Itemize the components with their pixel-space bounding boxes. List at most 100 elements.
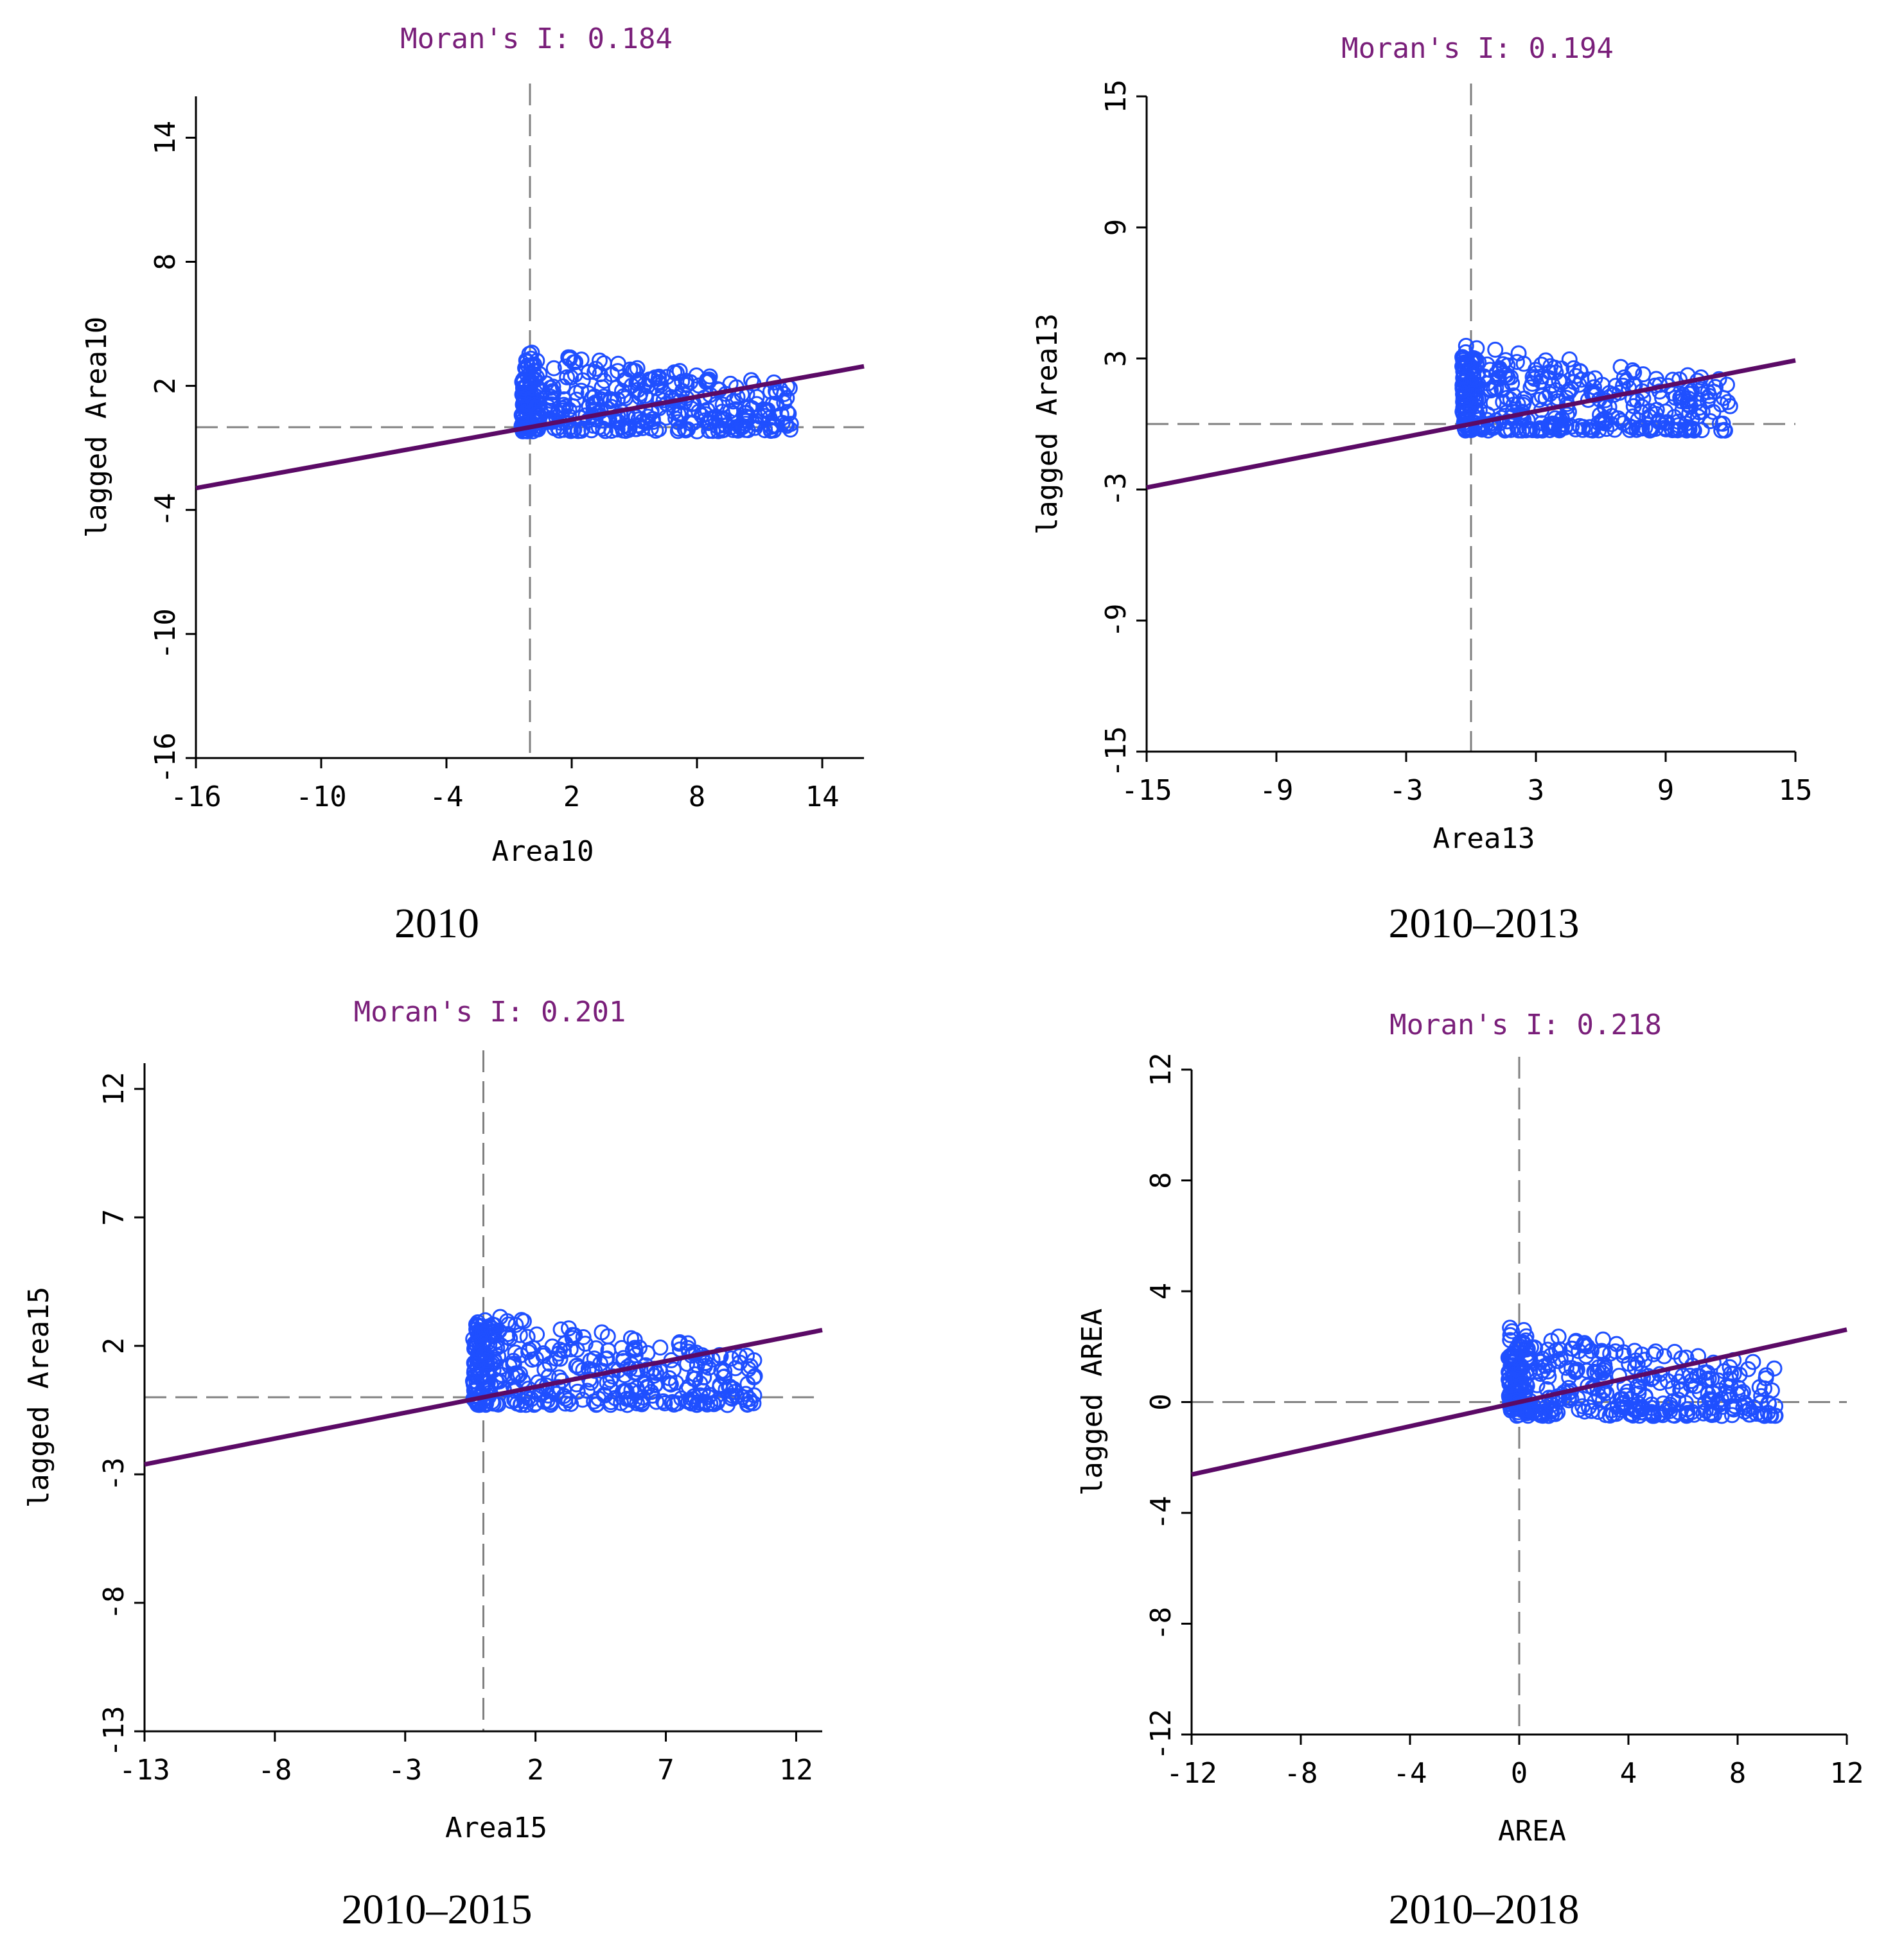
y-tick-label: 3 [1100, 350, 1133, 367]
scatter-point [511, 1327, 528, 1343]
scatter-point [499, 1329, 516, 1346]
scatter-point [736, 412, 752, 428]
y-tick-label: 4 [1145, 1283, 1177, 1300]
y-axis-label: lagged AREA [1076, 1309, 1109, 1496]
scatter-point [698, 1349, 714, 1366]
scatter-point [700, 1359, 717, 1376]
scatter-point [1680, 390, 1697, 407]
scatter-point [1598, 1407, 1614, 1424]
scatter-point [1593, 1343, 1610, 1359]
chart-title: Moran's I: 0.194 [1341, 32, 1614, 65]
scatter-point [767, 417, 784, 434]
scatter-point [1561, 351, 1578, 368]
scatter-point [707, 396, 724, 413]
regression-line [1146, 358, 1796, 490]
scatter-point [1633, 404, 1650, 421]
x-tick-label: 12 [779, 1754, 813, 1787]
scatter-point [737, 405, 754, 421]
x-tick-label: -3 [388, 1754, 422, 1787]
scatter-point [1733, 1386, 1750, 1402]
scatter-point [588, 360, 604, 377]
caption-2010-2013: 2010–2013 [1388, 900, 1580, 947]
scatter-point [627, 362, 644, 379]
x-tick-label: -15 [1121, 774, 1172, 807]
scatter-point [575, 1329, 592, 1345]
scatter-point [515, 387, 532, 404]
scatter-point [1645, 1346, 1662, 1363]
scatter-point [1648, 1343, 1664, 1360]
scatter-point [1561, 1369, 1578, 1386]
scatter-point [639, 1379, 655, 1395]
scatter-point [725, 421, 741, 438]
x-tick-label: 8 [1729, 1757, 1747, 1790]
scatter-point [1596, 1362, 1612, 1379]
scatter-point [613, 1339, 630, 1356]
scatter-point [1682, 1368, 1698, 1384]
scatter-point [1679, 422, 1695, 439]
scatter-point [552, 1350, 568, 1367]
x-axis-label: Area10 [492, 835, 594, 868]
scatter-point [1679, 396, 1696, 412]
scatter-point [1661, 1399, 1678, 1416]
scatter-point [1713, 1408, 1730, 1424]
scatter-point [712, 420, 729, 437]
scatter-point [1510, 1370, 1526, 1387]
scatter-point [515, 396, 531, 413]
scatter-point [1616, 369, 1632, 386]
scatter-point [1497, 421, 1513, 437]
scatter-point [573, 351, 590, 368]
scatter-point [1723, 1407, 1740, 1424]
scatter-point [782, 421, 798, 438]
scatter-point [762, 421, 779, 438]
chart-title: Moran's I: 0.218 [1389, 1009, 1662, 1041]
scatter-point [674, 373, 691, 390]
scatter-point [579, 1382, 595, 1399]
scatter-point [604, 1368, 621, 1385]
scatter-point [538, 375, 554, 392]
scatter-point [1529, 422, 1546, 439]
scatter-point [1550, 1329, 1567, 1345]
y-tick-label: -15 [1100, 726, 1133, 777]
x-tick-label: 12 [1830, 1757, 1864, 1790]
panel-2010-2013: Moran's I: 0.194 -15 -9 -3 3 9 15 -15 -9 -3 3 9 15 Ar… [948, 0, 1895, 980]
scatter-point [1630, 1385, 1647, 1402]
scatter-point [687, 1366, 703, 1382]
scatter-point [557, 1390, 574, 1407]
scatter-point [567, 1327, 583, 1344]
scatter-point [1527, 1339, 1544, 1356]
scatter-point [1621, 418, 1638, 435]
scatter-point [1579, 1338, 1596, 1355]
x-axis-label: Area15 [445, 1812, 547, 1844]
scatter-point [488, 1372, 504, 1389]
scatter-point [1535, 1408, 1551, 1424]
scatter-point [1458, 344, 1474, 360]
scatter-point [1498, 367, 1515, 384]
scatter-point [1533, 357, 1550, 373]
y-tick-label: -10 [149, 608, 182, 659]
scatter-point [1644, 1405, 1661, 1422]
scatter-point [667, 410, 684, 427]
scatter-point [524, 1351, 540, 1368]
y-tick-label: -12 [1145, 1709, 1177, 1760]
scatter-points [1454, 337, 1738, 439]
scatter-point [621, 419, 638, 436]
scatter-plot-2010-2018: Moran's I: 0.218 -12 -8 -4 0 4 8 12 -12 -8 -4 0 4 8 12… [1076, 1009, 1864, 1848]
scatter-point [1671, 1404, 1688, 1420]
panel-2010: Moran's I: 0.184 -16 -10 -4 2 8 14 -16 -10 -4 2 8 14… [0, 0, 948, 980]
scatter-point [519, 1329, 536, 1345]
scatter-point [1515, 1321, 1532, 1338]
scatter-point [670, 414, 687, 430]
scatter-point [673, 405, 689, 421]
scatter-point [630, 1384, 647, 1401]
x-tick-label: 7 [657, 1754, 674, 1787]
scatter-point [723, 1350, 739, 1367]
scatter-point [777, 416, 794, 432]
scatter-point [469, 1357, 486, 1373]
chart-title: Moran's I: 0.201 [354, 996, 626, 1029]
scatter-point [1558, 1359, 1574, 1376]
scatter-point [513, 1347, 529, 1364]
scatter-point [1628, 1352, 1644, 1369]
scatter-point [1675, 1368, 1691, 1384]
scatter-point [524, 357, 541, 373]
scatter-point [719, 1397, 736, 1413]
